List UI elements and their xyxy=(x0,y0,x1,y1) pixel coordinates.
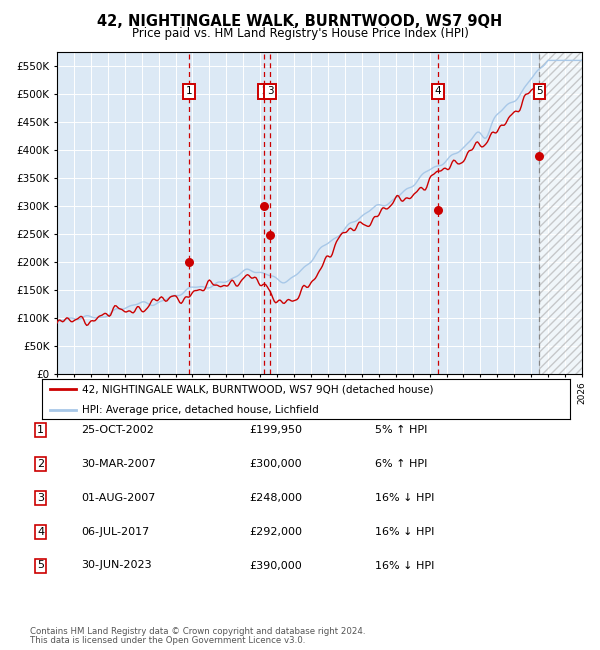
Text: £292,000: £292,000 xyxy=(249,526,302,537)
Text: HPI: Average price, detached house, Lichfield: HPI: Average price, detached house, Lich… xyxy=(82,406,319,415)
Text: 2: 2 xyxy=(37,459,44,469)
Text: 42, NIGHTINGALE WALK, BURNTWOOD, WS7 9QH: 42, NIGHTINGALE WALK, BURNTWOOD, WS7 9QH xyxy=(97,14,503,29)
Text: 16% ↓ HPI: 16% ↓ HPI xyxy=(375,493,434,503)
Text: 5: 5 xyxy=(37,560,44,571)
Text: 6% ↑ HPI: 6% ↑ HPI xyxy=(375,459,427,469)
Text: 3: 3 xyxy=(37,493,44,503)
Text: £199,950: £199,950 xyxy=(249,425,302,436)
Text: 4: 4 xyxy=(435,86,442,96)
Text: 1: 1 xyxy=(186,86,193,96)
Text: Price paid vs. HM Land Registry's House Price Index (HPI): Price paid vs. HM Land Registry's House … xyxy=(131,27,469,40)
Text: 06-JUL-2017: 06-JUL-2017 xyxy=(81,526,149,537)
Text: £390,000: £390,000 xyxy=(249,560,302,571)
Text: 5% ↑ HPI: 5% ↑ HPI xyxy=(375,425,427,436)
Text: 01-AUG-2007: 01-AUG-2007 xyxy=(81,493,155,503)
Text: 16% ↓ HPI: 16% ↓ HPI xyxy=(375,526,434,537)
Text: 42, NIGHTINGALE WALK, BURNTWOOD, WS7 9QH (detached house): 42, NIGHTINGALE WALK, BURNTWOOD, WS7 9QH… xyxy=(82,384,433,394)
Text: This data is licensed under the Open Government Licence v3.0.: This data is licensed under the Open Gov… xyxy=(30,636,305,645)
Text: £300,000: £300,000 xyxy=(249,459,302,469)
Text: 30-JUN-2023: 30-JUN-2023 xyxy=(81,560,152,571)
Text: 4: 4 xyxy=(37,526,44,537)
Text: 1: 1 xyxy=(37,425,44,436)
Text: 30-MAR-2007: 30-MAR-2007 xyxy=(81,459,156,469)
Text: 2: 2 xyxy=(261,86,268,96)
Text: 5: 5 xyxy=(536,86,543,96)
Text: £248,000: £248,000 xyxy=(249,493,302,503)
Text: Contains HM Land Registry data © Crown copyright and database right 2024.: Contains HM Land Registry data © Crown c… xyxy=(30,627,365,636)
Text: 16% ↓ HPI: 16% ↓ HPI xyxy=(375,560,434,571)
Text: 3: 3 xyxy=(267,86,274,96)
Text: 25-OCT-2002: 25-OCT-2002 xyxy=(81,425,154,436)
Bar xyxy=(539,52,582,374)
